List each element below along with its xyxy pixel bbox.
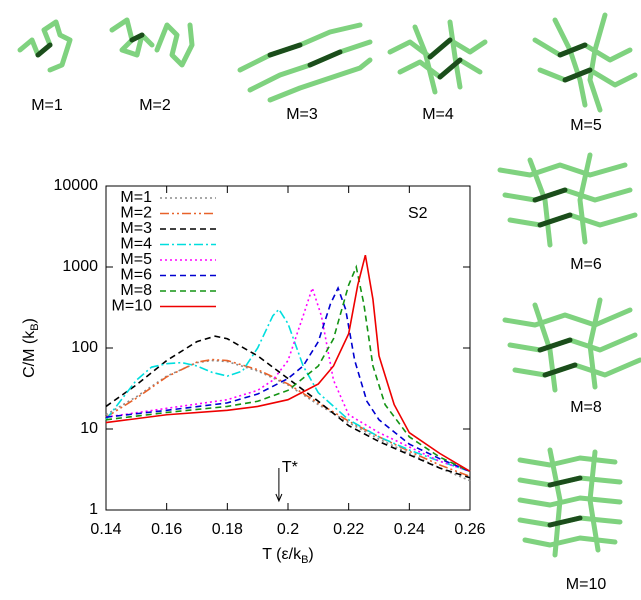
legend-label: M=1 [120, 189, 152, 206]
series-line [105, 285, 471, 473]
annotation-arrowhead [275, 493, 283, 503]
series-line [105, 358, 471, 478]
y-tick-label: 10000 [54, 177, 99, 194]
x-tick-label: 0.16 [151, 521, 182, 538]
x-tick-label: 0.14 [90, 521, 121, 538]
structure-label: M=4 [422, 106, 454, 123]
legend-label: M=3 [120, 220, 152, 237]
x-tick-label: 0.2 [277, 521, 299, 538]
y-tick-label: 1 [89, 501, 98, 518]
legend-label: M=5 [120, 251, 152, 268]
series-line [105, 254, 471, 473]
y-axis-label: C/M (kB) [21, 318, 41, 378]
structure-label: M=10 [566, 576, 607, 593]
legend-label: M=4 [120, 236, 152, 253]
x-tick-label: 0.24 [394, 521, 425, 538]
y-tick-label: 100 [71, 339, 98, 356]
series-line [105, 335, 471, 479]
legend-label: M=2 [120, 205, 152, 222]
x-tick-label: 0.26 [454, 521, 485, 538]
x-axis-label: T (ε/kB) [262, 546, 314, 566]
annotation: S2 [408, 205, 428, 222]
structure-label: M=1 [31, 97, 63, 114]
x-tick-label: 0.18 [212, 521, 243, 538]
structure-label: M=6 [570, 256, 602, 273]
series-line [105, 285, 471, 473]
x-tick-label: 0.22 [333, 521, 364, 538]
legend-label: M=10 [112, 298, 153, 315]
structure-label: M=3 [286, 106, 318, 123]
legend-label: M=6 [120, 267, 152, 284]
structure-label: M=8 [570, 399, 602, 416]
legend-label: M=8 [120, 282, 152, 299]
annotation: T* [282, 459, 298, 476]
series-line [105, 308, 471, 473]
y-tick-label: 10 [80, 420, 98, 437]
y-tick-label: 1000 [62, 258, 98, 275]
series-line [105, 264, 471, 473]
structure-label: M=5 [570, 117, 602, 134]
structure-images: M=1 M=2 M=3 M=4 M=5 M=6 M=8 M=10 [17, 12, 641, 593]
structure-label: M=2 [139, 97, 171, 114]
